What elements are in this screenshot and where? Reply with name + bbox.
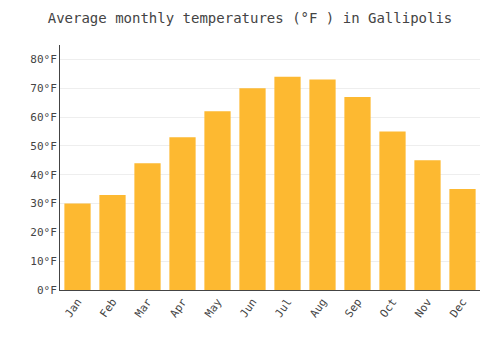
svg-text:Sep: Sep [342, 296, 364, 320]
svg-text:Apr: Apr [167, 296, 189, 320]
svg-text:80°F: 80°F [30, 53, 57, 66]
svg-text:60°F: 60°F [30, 111, 57, 124]
svg-text:Jan: Jan [62, 296, 84, 320]
svg-text:Mar: Mar [132, 296, 154, 320]
svg-text:10°F: 10°F [30, 255, 57, 268]
svg-text:May: May [202, 296, 224, 320]
svg-text:Dec: Dec [447, 296, 469, 320]
svg-text:Oct: Oct [377, 296, 399, 320]
svg-text:20°F: 20°F [30, 226, 57, 239]
svg-text:50°F: 50°F [30, 140, 57, 153]
svg-text:40°F: 40°F [30, 169, 57, 182]
svg-text:Nov: Nov [412, 296, 434, 320]
svg-text:Feb: Feb [97, 296, 119, 320]
svg-text:30°F: 30°F [30, 197, 57, 210]
svg-text:Aug: Aug [307, 296, 329, 320]
svg-text:70°F: 70°F [30, 82, 57, 95]
svg-text:Jun: Jun [237, 296, 259, 320]
svg-text:Average monthly temperatures (: Average monthly temperatures (°F ) in Ga… [48, 10, 453, 26]
svg-text:0°F: 0°F [37, 284, 57, 297]
svg-text:Jul: Jul [272, 296, 294, 320]
